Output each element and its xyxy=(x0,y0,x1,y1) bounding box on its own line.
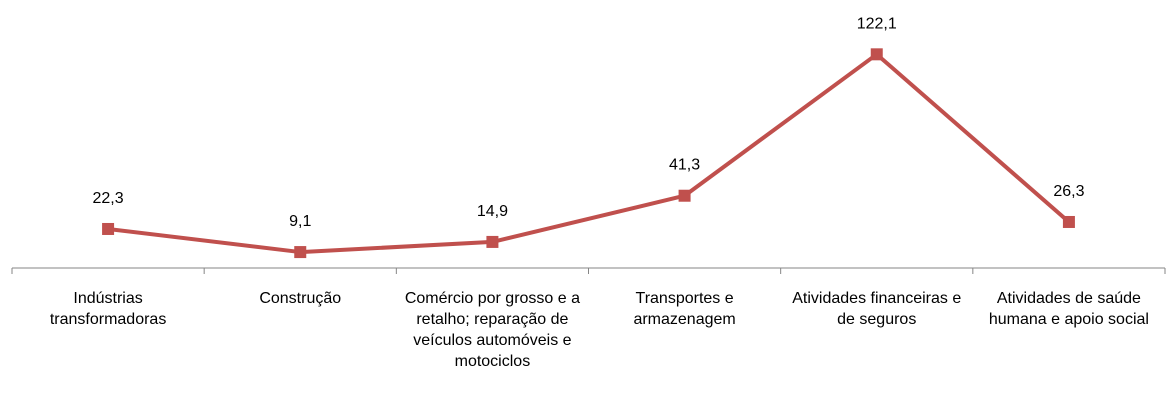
x-tick-label: Atividades financeiras e de seguros xyxy=(792,290,962,328)
x-tick-label: Atividades de saúde humana e apoio socia… xyxy=(988,290,1149,328)
data-label: 122,1 xyxy=(857,15,897,32)
marker xyxy=(486,235,499,248)
data-label: 9,1 xyxy=(289,213,311,230)
marker xyxy=(870,48,883,61)
data-label: 26,3 xyxy=(1053,183,1084,200)
x-tick-label: Transportes e armazenagem xyxy=(633,290,736,328)
x-tick-label: Indústrias transformadoras xyxy=(49,290,167,328)
x-tick-label: Comércio por grosso e a retalho; reparaç… xyxy=(404,290,580,370)
data-label: 41,3 xyxy=(669,157,700,174)
marker xyxy=(678,189,691,202)
data-label: 14,9 xyxy=(477,203,508,220)
data-label: 22,3 xyxy=(93,190,124,207)
marker xyxy=(102,222,115,235)
marker xyxy=(1062,215,1075,228)
line xyxy=(107,52,1071,255)
marker xyxy=(294,246,307,259)
x-tick-label: Construção xyxy=(259,290,342,307)
